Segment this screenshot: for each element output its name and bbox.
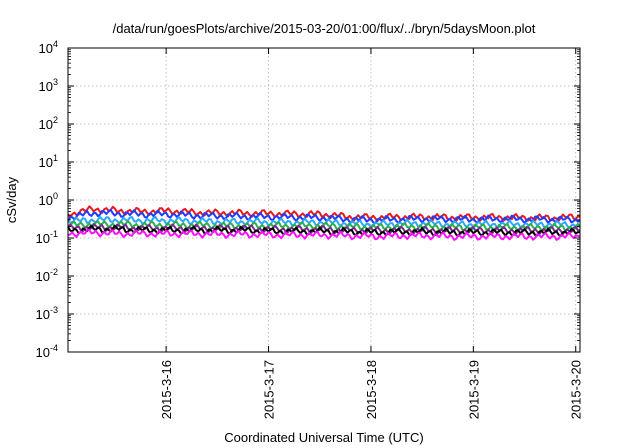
x-tick-label: 2015-3-16 [159, 360, 174, 419]
x-tick-label: 2015-3-19 [466, 360, 481, 419]
y-tick-label: 10-1 [36, 229, 58, 246]
y-tick-label: 10-2 [36, 267, 58, 284]
x-tick-label: 2015-3-17 [262, 360, 277, 419]
y-tick-label: 103 [39, 77, 58, 94]
y-tick-label: 100 [39, 191, 58, 208]
y-axis-label: cSv/day [4, 176, 19, 223]
x-tick-label: 2015-3-20 [569, 360, 584, 419]
series-line [67, 224, 581, 237]
series-line [67, 208, 581, 225]
series-line [67, 228, 581, 241]
x-axis: 2015-3-16 2015-3-17 2015-3-18 2015-3-19 2015… [159, 48, 584, 419]
y-tick-label: 10-3 [36, 305, 58, 322]
y-tick-label: 104 [39, 39, 58, 56]
grid [68, 48, 580, 352]
y-tick-label: 10-4 [36, 343, 58, 360]
chart-title: /data/run/goesPlots/archive/2015-03-20/0… [113, 21, 536, 36]
x-axis-label: Coordinated Universal Time (UTC) [224, 430, 423, 445]
series-line [67, 205, 581, 223]
series-layer [67, 205, 581, 241]
y-tick-label: 101 [39, 153, 58, 170]
x-tick-label: 2015-3-18 [364, 360, 379, 419]
y-tick-label: 102 [39, 115, 58, 132]
y-axis: 10-4 10-3 10-2 10-1 100 101 102 103 104 [36, 39, 580, 360]
